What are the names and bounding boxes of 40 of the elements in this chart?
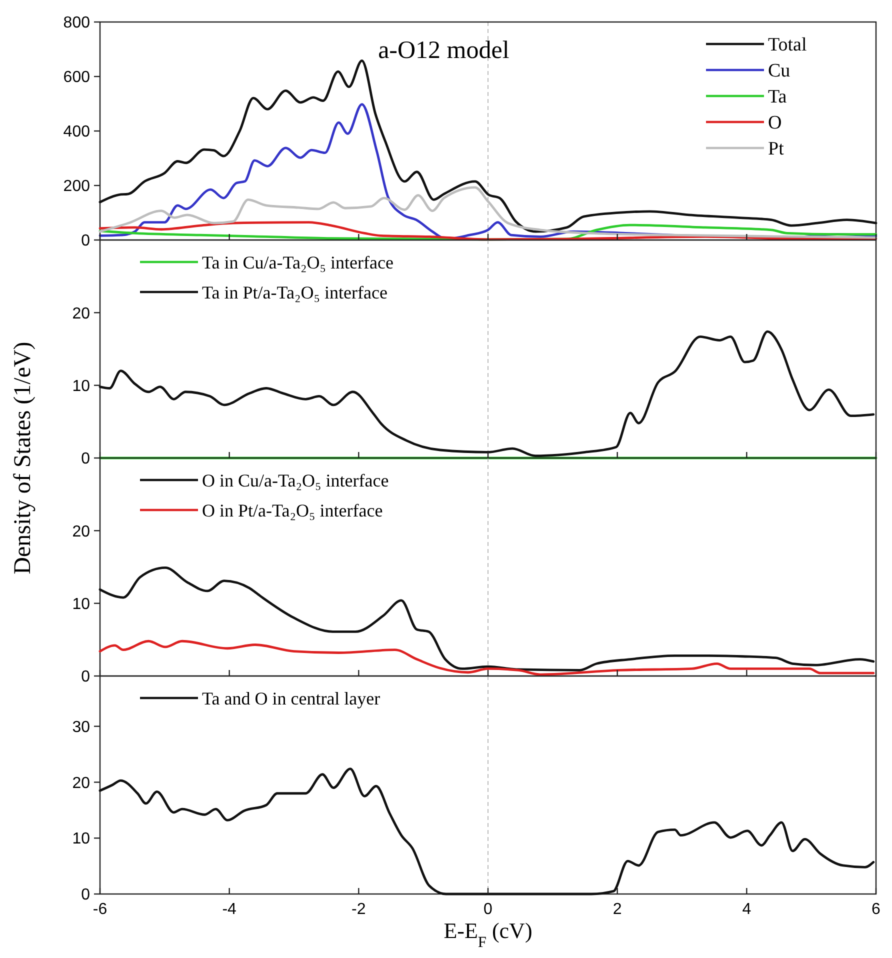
y-tick-label: 800 [63,14,90,32]
y-tick-label: 10 [72,378,90,395]
y-tick-label: 0 [81,450,90,468]
y-tick-label: 10 [72,596,90,613]
y-tick-label: 10 [72,830,90,848]
line-series [98,768,875,896]
x-tick-label: -4 [222,901,237,918]
legend-label: O in Pt/a-Ta₂O₅ interface [202,500,383,520]
line-series [98,640,875,676]
y-tick-label: 30 [72,718,90,736]
y-tick-label: 0 [81,232,90,250]
y-tick-label: 400 [63,124,90,141]
y-tick-label: 600 [63,69,90,86]
line-series [98,59,878,233]
y-axis-title: Density of States (1/eV) [10,342,36,574]
legend-label: Cu [768,60,791,82]
y-tick-label: 200 [63,178,90,196]
y-tick-label: 20 [72,523,90,540]
y-tick-label: 0 [81,668,90,686]
legend-label: Ta [768,86,788,108]
line-series [98,330,875,458]
x-tick-label: 6 [872,901,881,918]
legend-label: Ta and O in central layer [202,688,380,708]
x-tick-label: -6 [92,901,108,918]
x-tick-label: -2 [352,901,366,918]
line-series [98,566,875,672]
y-tick-label: 20 [72,305,90,322]
x-axis-title: E-E$_{F}$ (cV) [444,918,532,950]
legend-label: O [768,112,782,134]
x-tick-label: 0 [484,901,493,918]
x-tick-label: 2 [612,901,622,918]
y-tick-label: 0 [81,886,90,904]
text: a-O12 model [378,37,510,64]
x-tick-label: 4 [742,901,752,918]
legend-label: Pt [768,138,785,160]
legend-label: O in Cu/a-Ta₂O₅ interface [202,470,389,490]
y-tick-label: 20 [72,774,90,792]
legend-label: Total [768,34,807,56]
legend-label: Ta in Pt/a-Ta₂O₅ interface [202,282,388,302]
legend-label: Ta in Cu/a-Ta₂O₅ interface [202,252,394,272]
